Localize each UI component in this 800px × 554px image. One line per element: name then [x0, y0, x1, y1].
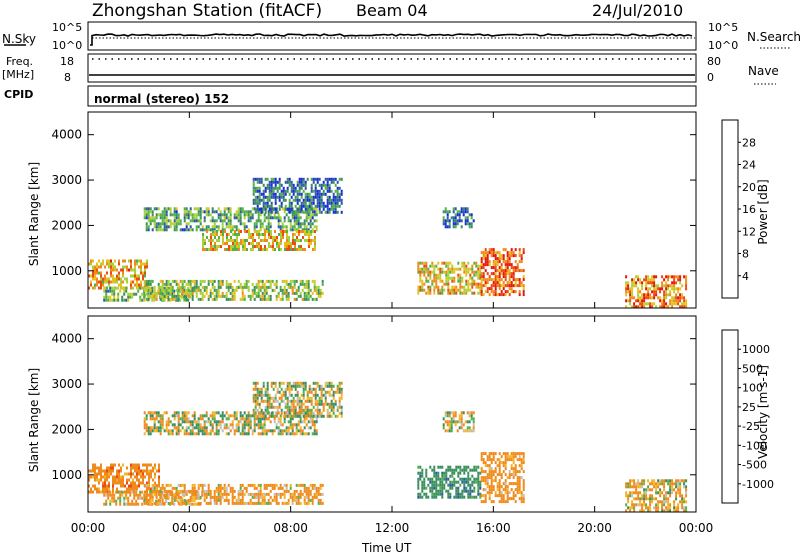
y-tick-label: 2000 — [51, 422, 82, 436]
cpid-mode: normal (stereo) 152 — [94, 92, 229, 106]
noise-right-tick-top: 10^5 — [708, 21, 738, 34]
colorbar-tick-label: 100 — [742, 382, 763, 395]
time-axis: 00:00 04:00 08:00 12:00 16:00 20:00 00:00 — [71, 521, 714, 535]
cpid-panel: CPID normal (stereo) 152 — [4, 85, 697, 107]
power-colorbar-label: Power [dB] — [756, 179, 770, 244]
colorbar-tick-label: 1000 — [742, 343, 770, 356]
noise-panel: N.Sky 10^5 10^0 10^5 10^0 N.Search — [2, 21, 800, 52]
colorbar-tick-label: 500 — [742, 362, 763, 375]
colorbar-tick-label: -100 — [742, 439, 767, 452]
y-tick-label: 1000 — [51, 468, 82, 482]
cpid-label: CPID — [4, 88, 33, 101]
echo-region-4 — [252, 381, 343, 418]
velocity-heatmap-panel: 1000 2000 3000 4000 — [51, 315, 697, 513]
echo-region-6 — [417, 261, 482, 295]
noise-left-tick-bottom: 10^0 — [52, 39, 82, 52]
x-tick-label: 20:00 — [577, 521, 612, 535]
beam-label: Beam 04 — [356, 1, 428, 20]
nave-label: Nave — [748, 64, 779, 78]
echo-region-7 — [442, 207, 475, 229]
velocity-colorbar-label: Velocity [m s-1] — [756, 365, 770, 459]
colorbar-tick-label: 20 — [742, 181, 756, 194]
echo-region-3 — [143, 207, 318, 232]
y-tick-label: 2000 — [51, 218, 82, 232]
velocity-colorbar: -1000 -500 -100 -25 25 100 500 1000 — [721, 329, 774, 504]
colorbar-tick-label: 8 — [742, 248, 749, 261]
freq-label: Freq. — [6, 55, 33, 68]
echo-region-2 — [143, 279, 324, 301]
heatmap-cells — [88, 381, 688, 513]
date-label: 24/Jul/2010 — [592, 1, 683, 20]
colorbar-tick-label: 25 — [742, 401, 756, 414]
echo-region-5 — [252, 177, 343, 214]
y-tick-label: 3000 — [51, 377, 82, 391]
colorbar-tick-label: -500 — [742, 459, 767, 472]
colorbar-tick-label: 12 — [742, 225, 756, 238]
nsky-label: N.Sky — [2, 32, 36, 46]
echo-region-6 — [442, 411, 475, 433]
freq-tick-bottom: 8 — [64, 71, 71, 84]
echo-region-4 — [202, 230, 316, 251]
x-tick-label: 16:00 — [476, 521, 511, 535]
nsearch-label: N.Search — [747, 30, 800, 44]
echo-region-9 — [625, 275, 688, 309]
noise-left-tick-top: 10^5 — [52, 21, 82, 34]
velocity-y-axis-label: Slant Range [km] — [27, 368, 41, 472]
x-tick-label: 00:00 — [679, 521, 714, 535]
echo-region-8 — [480, 248, 525, 297]
x-tick-label: 08:00 — [273, 521, 308, 535]
power-colorbar: 4 8 12 16 20 24 28 — [721, 119, 756, 299]
noise-sky-series — [90, 33, 693, 46]
colorbar-tick-label: 16 — [742, 203, 756, 216]
colorbar-tick-label: 4 — [742, 270, 749, 283]
y-tick-label: 3000 — [51, 173, 82, 187]
x-tick-label: 00:00 — [71, 521, 106, 535]
colorbar-tick-label: 24 — [742, 159, 756, 172]
colorbar-tick-label: 28 — [742, 136, 756, 149]
nave-tick-bottom: 0 — [707, 71, 714, 84]
colorbar-tick-label: -1000 — [742, 478, 774, 491]
y-tick-label: 4000 — [51, 128, 82, 142]
y-tick-label: 1000 — [51, 264, 82, 278]
power-heatmap-panel: 1000 2000 3000 4000 — [51, 111, 697, 309]
freq-unit-label: [MHz] — [2, 68, 34, 81]
y-tick-label: 4000 — [51, 332, 82, 346]
echo-region-7 — [480, 452, 525, 504]
echo-region-2 — [143, 483, 324, 505]
heatmap-cells — [88, 177, 688, 309]
noise-right-tick-bottom: 10^0 — [708, 39, 738, 52]
colorbar-tick-label: -25 — [742, 420, 760, 433]
echo-region-8 — [625, 479, 688, 513]
power-y-axis-label: Slant Range [km] — [27, 162, 41, 266]
x-axis-label: Time UT — [361, 541, 412, 554]
x-tick-label: 12:00 — [375, 521, 410, 535]
nave-tick-top: 80 — [707, 55, 721, 68]
freq-panel: Freq. [MHz] 18 8 80 0 Nave — [2, 53, 779, 85]
freq-tick-top: 18 — [60, 55, 74, 68]
x-tick-label: 04:00 — [172, 521, 207, 535]
echo-region-5 — [417, 465, 482, 499]
station-title: Zhongshan Station (fitACF) — [92, 1, 322, 21]
